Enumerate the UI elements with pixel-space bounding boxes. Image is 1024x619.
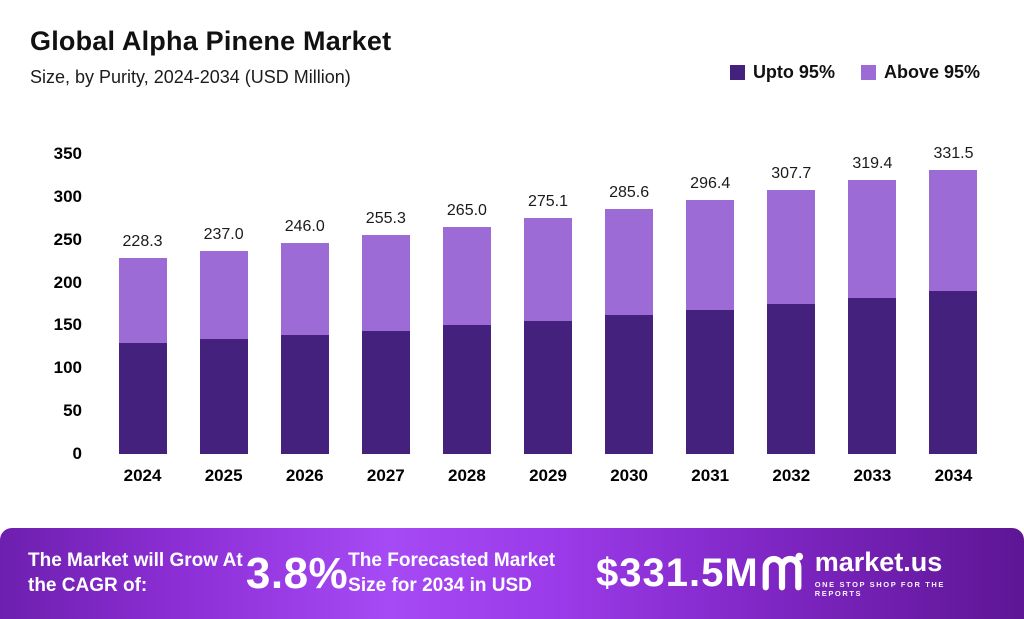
x-axis-label: 2033 xyxy=(853,466,892,485)
bar-segment-upto-95 xyxy=(442,325,491,454)
bar-stack xyxy=(767,190,816,454)
legend: Upto 95% Above 95% xyxy=(729,62,980,83)
marketus-logo-tagline: ONE STOP SHOP FOR THE REPORTS xyxy=(814,580,945,598)
x-axis-label: 2027 xyxy=(366,466,405,485)
bar-stack xyxy=(524,218,573,454)
bar-total-label: 228.3 xyxy=(122,233,163,251)
bar-segment-above-95 xyxy=(605,209,654,316)
bar-stack xyxy=(686,199,735,454)
bar-total-label: 265.0 xyxy=(446,201,487,219)
bar-segment-upto-95 xyxy=(280,334,329,454)
y-axis-label: 250 xyxy=(53,229,82,249)
bar-column: 296.4 xyxy=(670,154,751,454)
bar-segment-upto-95 xyxy=(118,342,167,454)
bar-total-label: 307.7 xyxy=(771,165,812,183)
bar-total-label: 285.6 xyxy=(609,184,650,202)
legend-swatch-above-95 xyxy=(860,65,876,80)
x-axis-label: 2028 xyxy=(448,466,486,485)
bar-segment-above-95 xyxy=(199,250,248,340)
y-axis-label: 300 xyxy=(53,186,82,206)
forecast-value: $331.5M xyxy=(596,551,759,595)
bar-column: 255.3 xyxy=(345,154,426,454)
bar-column: 265.0 xyxy=(426,154,507,454)
bar-column: 275.1 xyxy=(507,154,588,454)
legend-label-above-95: Above 95% xyxy=(883,62,980,82)
chart-section: Global Alpha Pinene Market Size, by Puri… xyxy=(30,26,994,486)
bar-column: 285.6 xyxy=(589,154,670,454)
bar-stack xyxy=(280,243,329,454)
marketus-logo-textwrap: market.us ONE STOP SHOP FOR THE REPORTS xyxy=(814,547,996,599)
forecast-label: The Forecasted Market Size for 2034 in U… xyxy=(348,549,556,596)
cagr-label: The Market will Grow At the CAGR of: xyxy=(28,549,243,596)
bar-total-label: 319.4 xyxy=(852,155,893,173)
bar-total-label: 255.3 xyxy=(365,210,406,228)
bar-stack xyxy=(199,250,248,454)
marketus-logo-icon xyxy=(759,550,805,597)
bar-stack xyxy=(118,258,167,454)
chart-title: Global Alpha Pinene Market xyxy=(30,26,392,56)
bar-segment-above-95 xyxy=(848,180,897,298)
bar-segment-above-95 xyxy=(361,235,410,331)
bar-segment-upto-95 xyxy=(199,339,248,454)
x-axis: 2024 2025 2026 2027 2028 2029 2030 2031 2032 2033… xyxy=(102,466,994,486)
y-axis-label: 100 xyxy=(53,358,82,378)
bar-segment-above-95 xyxy=(767,190,816,304)
bar-total-label: 296.4 xyxy=(690,174,731,192)
legend-item-upto-95: Upto 95% xyxy=(729,62,835,83)
bars: 228.3 237.0 246.0 255.3 265.0 275.1 285.6 296.4… xyxy=(102,145,994,454)
bar-column: 228.3 xyxy=(102,154,183,454)
y-axis-label: 350 xyxy=(53,144,82,163)
bar-stack xyxy=(442,226,491,454)
bar-total-label: 246.0 xyxy=(284,218,325,236)
x-axis-label: 2024 xyxy=(123,466,162,485)
bar-stack xyxy=(848,180,897,454)
bar-segment-upto-95 xyxy=(605,315,654,454)
footer-banner: The Market will Grow At the CAGR of: 3.8… xyxy=(0,528,1024,619)
bar-stack xyxy=(929,169,978,454)
legend-item-above-95: Above 95% xyxy=(860,62,980,83)
bar-stack xyxy=(361,235,410,454)
bar-segment-above-95 xyxy=(118,258,167,343)
bar-segment-upto-95 xyxy=(929,291,978,454)
legend-label-upto-95: Upto 95% xyxy=(752,62,835,82)
marketus-logo: market.us ONE STOP SHOP FOR THE REPORTS xyxy=(759,549,996,598)
bar-segment-upto-95 xyxy=(767,304,816,454)
bar-column: 246.0 xyxy=(264,154,345,454)
bar-total-label: 275.1 xyxy=(527,193,569,211)
bar-column: 331.5 xyxy=(913,145,994,454)
y-axis-label: 50 xyxy=(63,401,82,421)
bar-column: 319.4 xyxy=(832,154,913,454)
bar-segment-upto-95 xyxy=(848,298,897,454)
bar-segment-above-95 xyxy=(442,226,491,326)
y-axis-label: 200 xyxy=(53,272,82,292)
x-axis-label: 2032 xyxy=(772,466,811,485)
bar-segment-above-95 xyxy=(524,218,573,322)
plot-area: 0 50 100 150 200 250 300 350 228.3 237.0 246.0 255… xyxy=(30,145,994,463)
bar-column: 237.0 xyxy=(183,154,264,454)
x-axis-label: 2034 xyxy=(934,466,973,485)
bar-column: 307.7 xyxy=(751,154,832,454)
bar-stack xyxy=(605,209,654,454)
bar-segment-above-95 xyxy=(686,199,735,310)
bar-segment-above-95 xyxy=(929,169,978,292)
x-axis-label: 2025 xyxy=(204,466,243,485)
x-axis-label: 2030 xyxy=(610,466,649,485)
y-axis-label: 0 xyxy=(72,444,82,463)
x-axis-label: 2029 xyxy=(529,466,567,485)
bar-segment-upto-95 xyxy=(361,330,410,454)
x-axis-label: 2031 xyxy=(691,466,730,485)
bar-segment-above-95 xyxy=(280,243,329,335)
bar-segment-upto-95 xyxy=(686,310,735,454)
chart-subtitle: Size, by Purity, 2024-2034 (USD Million) xyxy=(30,67,351,87)
bar-total-label: 331.5 xyxy=(933,144,974,162)
legend-swatch-upto-95 xyxy=(729,65,745,80)
marketus-logo-text: market.us xyxy=(814,547,943,577)
y-axis-label: 150 xyxy=(53,315,82,335)
bar-segment-upto-95 xyxy=(524,321,573,454)
y-axis: 0 50 100 150 200 250 300 350 xyxy=(30,145,88,463)
cagr-value: 3.8% xyxy=(245,548,349,598)
bar-total-label: 237.0 xyxy=(203,225,244,243)
x-axis-label: 2026 xyxy=(285,466,324,485)
